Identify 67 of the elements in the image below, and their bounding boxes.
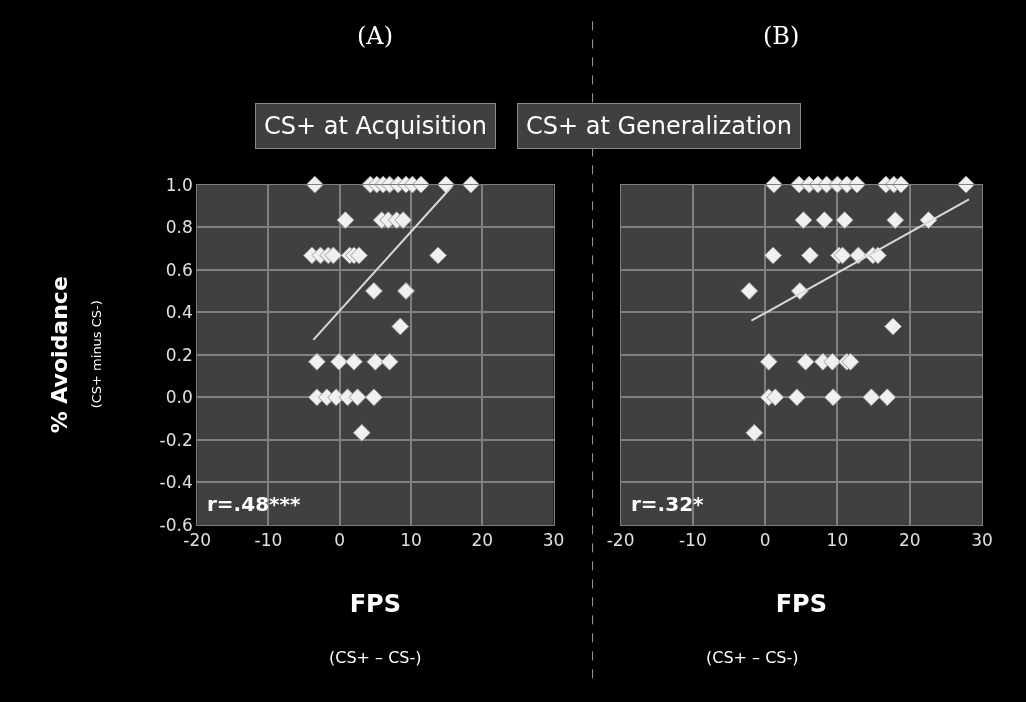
y-tick-label: 0.0: [165, 387, 193, 408]
point: [429, 246, 448, 265]
point: [350, 246, 368, 265]
point: [364, 281, 383, 300]
x-tick-label: 20: [898, 530, 921, 551]
point: [759, 352, 778, 371]
point: [397, 281, 415, 300]
x-tick-label: 0: [759, 530, 771, 551]
point: [391, 317, 410, 336]
y-tick-label: 0.4: [165, 302, 193, 323]
text: (CS+ – CS-): [706, 648, 799, 667]
chart-subtitle: CS+ at Acquisition: [264, 112, 487, 140]
point: [788, 388, 806, 407]
x-tick-label: 10: [826, 530, 849, 551]
point: [330, 352, 348, 371]
text: (CS+ minus CS-): [88, 300, 104, 409]
point: [794, 211, 813, 230]
point: [815, 211, 834, 230]
point: [394, 211, 413, 230]
x-tick-label: 20: [471, 530, 494, 551]
point: [801, 246, 819, 265]
chart-title: (A): [357, 22, 394, 50]
point: [824, 388, 843, 407]
y-tick-label: 0.6: [165, 259, 193, 280]
x-tick-label: 30: [542, 530, 565, 551]
point: [352, 423, 371, 442]
point: [862, 388, 881, 407]
y-tick-label: -0.2: [159, 429, 193, 450]
point: [841, 352, 860, 371]
x-tick-label: 0: [334, 530, 346, 551]
y-tick-label: -0.4: [159, 472, 193, 493]
point: [764, 246, 783, 265]
point: [884, 317, 903, 336]
annotation: r=.48***: [207, 492, 301, 516]
point: [835, 211, 854, 230]
x-tick-label: -20: [606, 530, 635, 551]
text: (CS+ – CS-): [329, 648, 422, 667]
chart-subtitle: CS+ at Generalization: [526, 112, 793, 140]
y-tick-label: 0.8: [165, 217, 193, 238]
point: [886, 211, 905, 230]
point: [364, 388, 383, 407]
point: [324, 246, 343, 265]
x-tick-label: -20: [183, 530, 212, 551]
point: [348, 388, 367, 407]
point: [823, 352, 842, 371]
point: [796, 352, 815, 371]
x-tick-label: 10: [400, 530, 422, 551]
point: [380, 352, 399, 371]
point: [336, 211, 355, 230]
point: [766, 388, 785, 407]
y-tick-label: 1.0: [165, 174, 193, 195]
y-axis-title: % Avoidance: [47, 276, 73, 434]
point: [740, 281, 759, 300]
x-tick-label: -10: [678, 530, 707, 551]
point: [366, 352, 385, 371]
point: [745, 423, 764, 442]
annotation: r=.32*: [631, 492, 705, 516]
point: [878, 388, 897, 407]
point: [833, 246, 852, 265]
point: [345, 352, 363, 371]
x-axis-title: FPS: [349, 589, 401, 618]
x-tick-label: -10: [254, 530, 283, 551]
x-tick-label: 30: [971, 530, 993, 551]
point: [307, 352, 326, 371]
x-axis-title: FPS: [775, 589, 827, 618]
y-tick-label: 0.2: [165, 344, 193, 365]
chart-title: (B): [763, 22, 800, 50]
